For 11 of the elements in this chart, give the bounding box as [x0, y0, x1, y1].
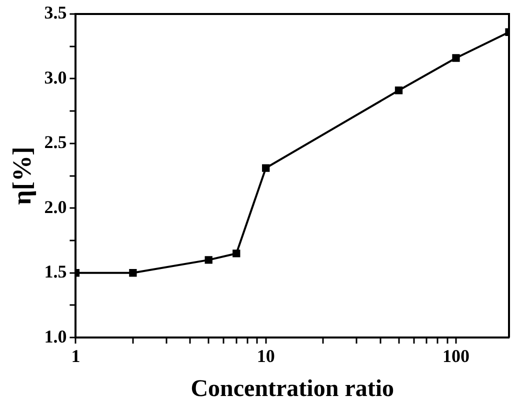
y-tick-label: 1.5: [44, 262, 67, 282]
y-tick-label: 3.0: [44, 67, 67, 88]
y-tick-label: 1.0: [44, 326, 67, 346]
y-axis-title: η[%]: [7, 146, 36, 205]
x-tick-label: 1: [71, 346, 80, 366]
y-tick-label: 2.0: [44, 196, 67, 217]
y-tick-label: 3.5: [44, 2, 67, 23]
x-axis-title: Concentration ratio: [190, 376, 394, 402]
y-tick-label: 2.5: [44, 132, 67, 152]
x-tick-label: 10: [256, 346, 275, 366]
x-tick-label: 100: [442, 346, 470, 366]
